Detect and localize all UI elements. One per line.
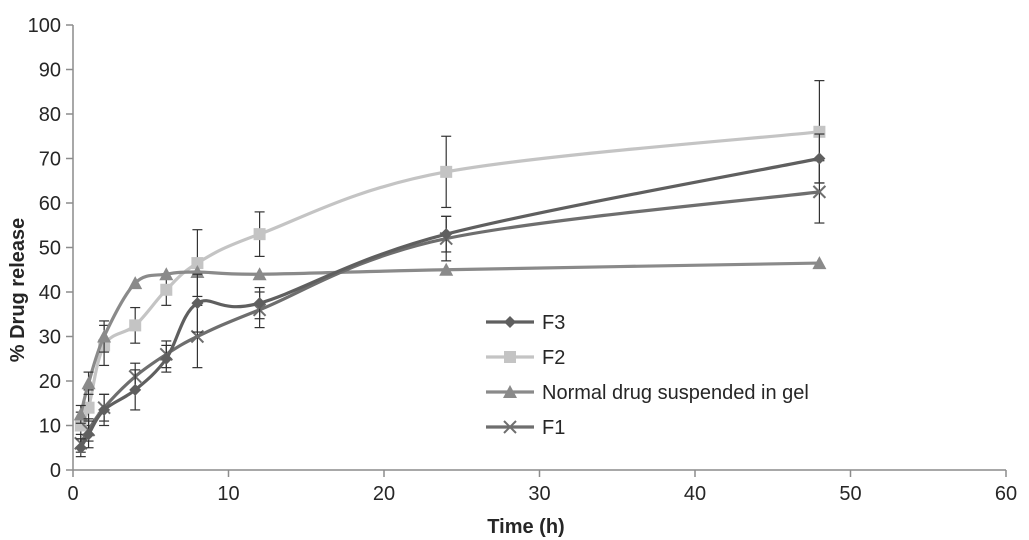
data-point	[98, 403, 111, 416]
series-f2	[74, 80, 826, 440]
legend: F3 F2 Normal drug suspended in gel F1	[486, 312, 809, 439]
data-point	[813, 152, 826, 165]
legend-item: F3	[486, 312, 565, 334]
legend-marker	[503, 420, 517, 434]
data-point	[191, 257, 204, 270]
data-point	[439, 262, 454, 276]
x-tick-label: 40	[684, 483, 706, 505]
legend-item: F2	[486, 347, 565, 369]
x-tick-label: 30	[528, 483, 550, 505]
legend-label: F2	[542, 347, 565, 369]
data-point	[81, 376, 96, 390]
x-tick-label: 10	[217, 483, 239, 505]
data-point	[74, 441, 87, 454]
data-point	[82, 428, 95, 441]
series-f1	[74, 160, 827, 453]
y-tick-label: 30	[39, 327, 61, 349]
legend-marker	[503, 385, 517, 398]
legend-label: F3	[542, 312, 565, 334]
data-point	[128, 276, 143, 290]
series-layer	[73, 80, 827, 458]
y-axis-title: % Drug release	[7, 218, 29, 363]
x-tick-label: 50	[839, 483, 861, 505]
y-tick-label: 50	[39, 238, 61, 260]
series-line	[79, 190, 820, 445]
y-tick-label: 80	[39, 104, 61, 126]
data-point	[129, 319, 142, 332]
series-f3	[74, 133, 826, 458]
y-tick-label: 60	[39, 193, 61, 215]
axes: 0 10 20 30 40 50 60 70 80 90 100 0 10 20 30 40 50 60	[28, 15, 1018, 505]
data-point	[813, 125, 826, 138]
y-tick-label: 0	[50, 460, 61, 482]
y-tick-label: 40	[39, 282, 61, 304]
marker-x-stroke	[503, 420, 517, 434]
x-axis-title: Time (h)	[487, 516, 564, 538]
y-tick-label: 70	[39, 149, 61, 171]
data-point	[440, 228, 453, 241]
x-tick-label: 0	[67, 483, 78, 505]
data-point	[82, 401, 95, 414]
data-point	[97, 329, 112, 343]
data-point	[73, 407, 88, 421]
series-normal-drug-suspended-in-gel	[73, 256, 827, 424]
data-point	[159, 267, 174, 281]
legend-item: Normal drug suspended in gel	[486, 382, 809, 404]
data-point	[252, 267, 267, 281]
y-tick-label: 20	[39, 371, 61, 393]
data-point	[812, 256, 827, 270]
y-tick-label: 10	[39, 416, 61, 438]
x-tick-label: 20	[373, 483, 395, 505]
y-tick-label: 100	[28, 15, 61, 37]
data-point	[160, 283, 173, 296]
data-point	[253, 297, 266, 310]
data-point	[191, 297, 204, 310]
legend-marker	[504, 351, 516, 363]
y-tick-label: 90	[39, 60, 61, 82]
data-point	[160, 352, 173, 365]
legend-item: F1	[486, 417, 565, 439]
legend-label: Normal drug suspended in gel	[542, 382, 809, 404]
data-point	[812, 185, 827, 199]
data-point	[253, 228, 266, 241]
data-point	[440, 165, 453, 178]
x-tick-label: 60	[995, 483, 1017, 505]
marker-x-stroke	[812, 185, 827, 199]
legend-marker	[504, 316, 516, 328]
data-point	[74, 419, 87, 432]
data-point	[129, 383, 142, 396]
legend-label: F1	[542, 417, 565, 439]
